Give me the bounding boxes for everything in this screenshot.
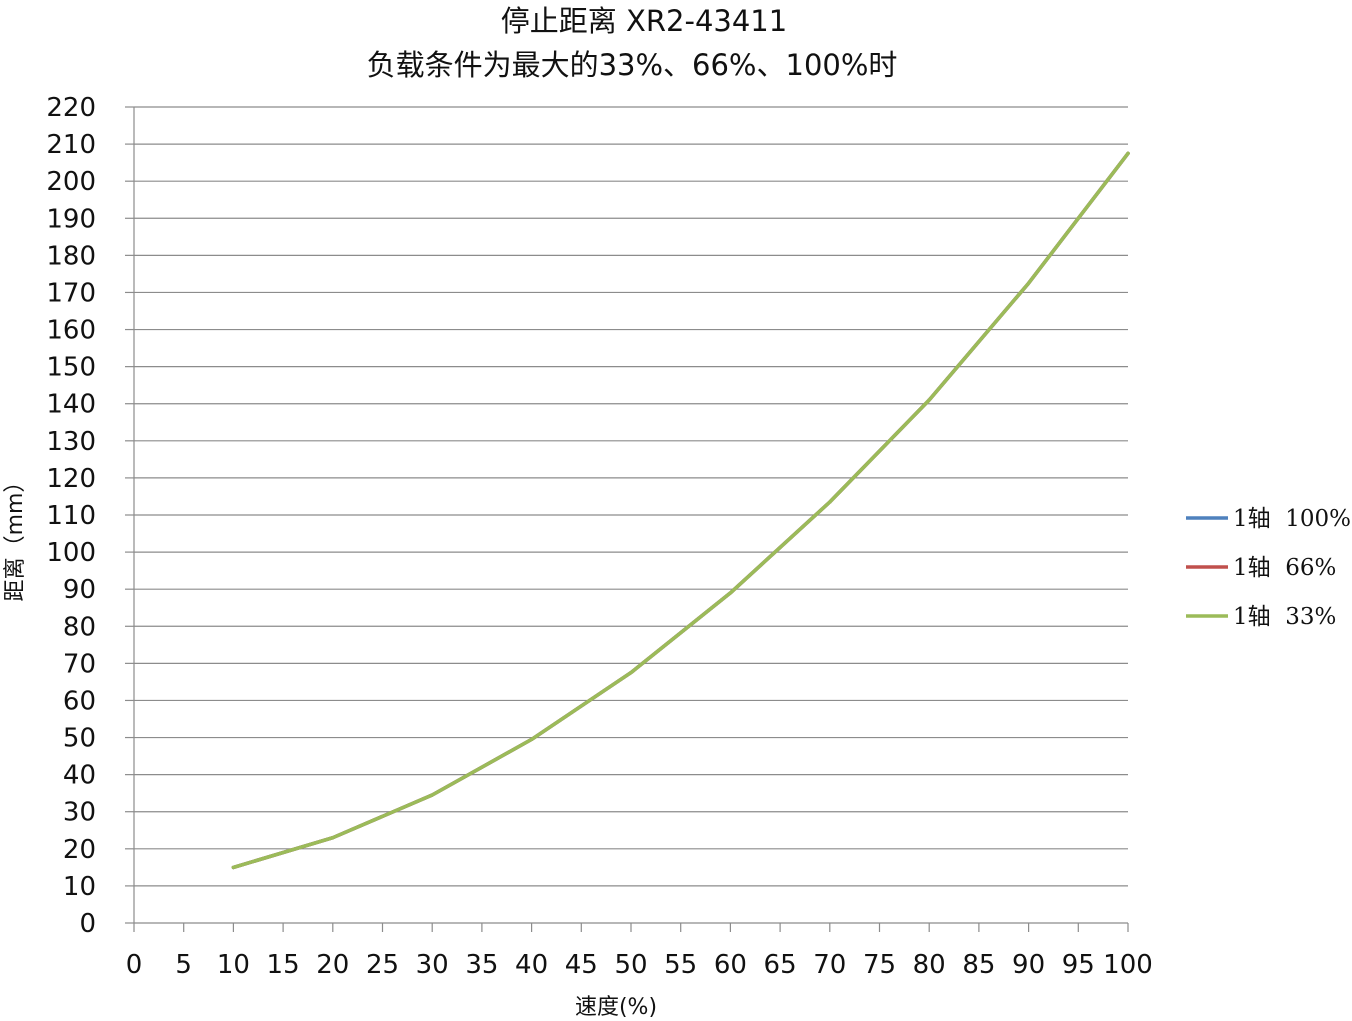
y-tick-label: 20 (63, 835, 96, 865)
y-tick-label: 60 (63, 686, 96, 716)
y-tick-label: 0 (79, 909, 96, 939)
x-tick-label: 90 (1012, 950, 1045, 980)
x-tick-label: 60 (714, 950, 747, 980)
y-tick-label: 190 (46, 204, 96, 234)
gridlines (134, 106, 1128, 887)
x-tick-label: 70 (813, 950, 846, 980)
y-tick-label: 200 (46, 167, 96, 197)
x-tick-label: 75 (863, 950, 896, 980)
data-point-s3-40 (530, 737, 534, 742)
chart-title: 停止距离 XR2-43411 (501, 4, 787, 38)
y-tick-label: 140 (46, 390, 96, 420)
data-point-s3-100 (1126, 151, 1130, 155)
series-line-3 (231, 151, 1130, 870)
y-tick-label: 90 (63, 575, 96, 605)
y-tick-label: 210 (46, 130, 96, 160)
y-tick-label: 220 (46, 93, 96, 123)
series-line-2 (231, 151, 1130, 870)
data-point-s3-10 (231, 865, 235, 869)
x-tick-label: 55 (664, 950, 697, 980)
axes (125, 106, 1129, 932)
data-point-s3-20 (331, 836, 335, 840)
x-tick-labels: 0 5 10 15 20 25 30 35 40 45 50 55 60 65 70 75 80 85 90 95 10… (126, 950, 1153, 980)
x-tick-label: 15 (267, 950, 300, 980)
x-tick-label: 95 (1062, 950, 1095, 980)
x-tick-label: 50 (614, 950, 647, 980)
y-tick-labels: 0 10 20 30 40 50 60 70 80 90 100 110 120 130 140 150 160… (46, 93, 96, 939)
data-point-s3-30 (430, 793, 434, 797)
chart-subtitle: 负载条件为最大的33%、66%、100%时 (367, 48, 898, 82)
x-tick-label: 40 (515, 950, 548, 980)
data-point-s3-80 (927, 398, 931, 402)
x-tick-label: 85 (962, 950, 995, 980)
data-series (231, 151, 1130, 870)
y-tick-label: 170 (46, 278, 96, 308)
y-axis-title: 距离（mm） (3, 471, 28, 602)
y-tick-label: 120 (46, 464, 96, 494)
y-tick-label: 100 (46, 538, 96, 568)
x-tick-label: 65 (764, 950, 797, 980)
x-axis-title: 速度(%) (575, 995, 657, 1020)
x-tick-label: 5 (175, 950, 192, 980)
y-tick-label: 80 (63, 612, 96, 642)
x-tick-label: 10 (217, 950, 250, 980)
y-tick-label: 70 (63, 649, 96, 679)
data-point-s3-60 (728, 591, 733, 595)
data-point-s3-50 (629, 671, 633, 675)
y-tick-label: 160 (46, 316, 96, 346)
x-tick-label: 45 (565, 950, 598, 980)
data-point-s3-70 (828, 500, 832, 504)
y-tick-label: 150 (46, 353, 96, 383)
x-tick-label: 30 (416, 950, 449, 980)
legend-label-3: 1轴 33% (1233, 604, 1336, 630)
series-line-1 (231, 151, 1130, 870)
y-tick-label: 180 (46, 241, 96, 271)
y-tick-label: 10 (63, 872, 96, 902)
y-tick-label: 110 (46, 501, 96, 531)
x-tick-label: 0 (126, 950, 143, 980)
y-tick-label: 130 (46, 427, 96, 457)
legend: 1轴 100% 1轴 66% 1轴 33% (1186, 506, 1351, 630)
y-tick-label: 30 (63, 798, 96, 828)
legend-label-2: 1轴 66% (1233, 555, 1336, 581)
x-tick-label: 20 (316, 950, 349, 980)
y-tick-label: 40 (63, 761, 96, 791)
x-tick-label: 80 (913, 950, 946, 980)
legend-label-1: 1轴 100% (1233, 506, 1351, 532)
y-tick-label: 50 (63, 724, 96, 754)
data-point-s3-90 (1027, 281, 1031, 285)
x-tick-label: 25 (366, 950, 399, 980)
x-tick-label: 100 (1103, 950, 1153, 980)
x-tick-label: 35 (465, 950, 498, 980)
